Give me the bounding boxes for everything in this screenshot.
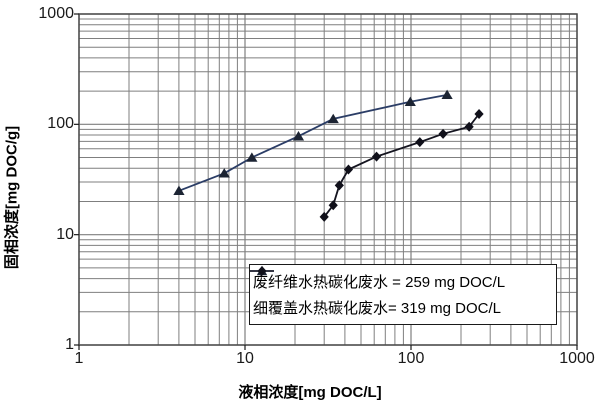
x-tick-label-10: 10 [236, 350, 254, 367]
y-axis-title: 固相浓度[mg DOC/g] [3, 125, 21, 270]
diamond-data-point [334, 180, 344, 191]
y-tick-label-100: 100 [47, 115, 74, 133]
triangle-data-point [441, 89, 453, 100]
diamond-data-point [343, 164, 354, 175]
x-tick-label-100: 100 [397, 350, 425, 367]
plot-border [78, 13, 578, 346]
legend-label-series1: 废纤维水热碳化废水 = 259 mg DOC/L [253, 273, 506, 291]
x-tick-label-1: 1 [74, 350, 84, 367]
x-tick-label-1000: 1000 [559, 350, 595, 367]
triangle-data-point [246, 152, 258, 162]
x-axis-title: 液相浓度[mg DOC/L] [238, 384, 382, 401]
diamond-data-point [474, 109, 484, 120]
triangle-data-point [327, 113, 339, 124]
diamond-data-point [371, 151, 382, 162]
y-tick-label-1000: 1000 [38, 5, 74, 22]
y-tick-label-10: 10 [56, 225, 74, 243]
y-tick-label-1: 1 [65, 336, 74, 353]
legend-item-series1: 废纤维水热碳化废水 = 259 mg DOC/L [250, 265, 552, 292]
legend-label-series2: 细覆盖水热碳化废水= 319 mg DOC/L [253, 300, 501, 318]
diamond-data-point [328, 200, 338, 211]
triangle-data-point [292, 131, 305, 141]
diamond-marker-icon [250, 266, 274, 276]
triangle-data-point [218, 168, 230, 178]
diamond-data-point [319, 211, 329, 222]
diamond-data-point [464, 121, 474, 132]
triangle-data-point [173, 185, 185, 195]
diamond-data-point [438, 128, 448, 139]
legend-item-series2: 细覆盖水热碳化废水= 319 mg DOC/L [250, 266, 552, 318]
triangle-data-point [404, 96, 416, 107]
legend: 废纤维水热碳化废水 = 259 mg DOC/L 细覆盖水热碳化废水= 319 … [249, 264, 557, 325]
diamond-data-point [415, 137, 425, 148]
